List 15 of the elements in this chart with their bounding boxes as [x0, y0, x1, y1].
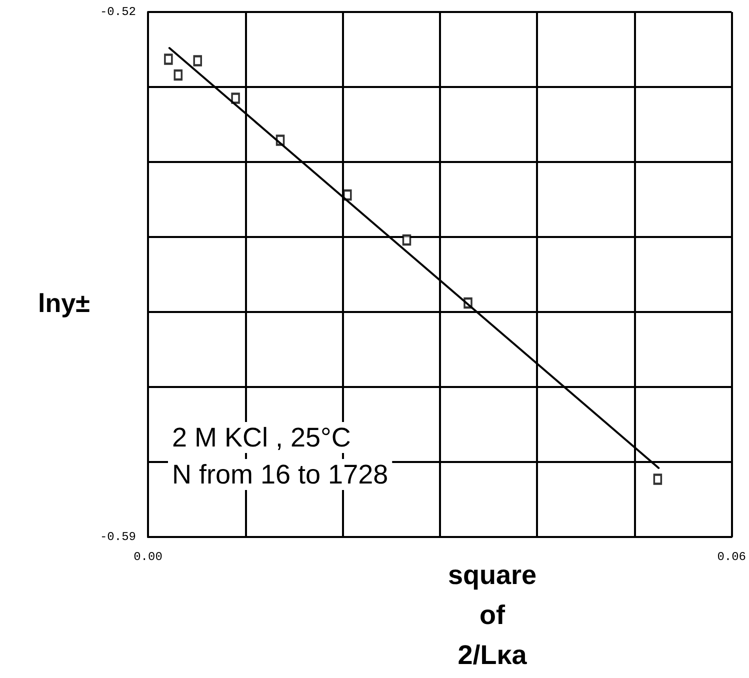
- point: [174, 70, 183, 80]
- point: [402, 234, 412, 246]
- point: [653, 474, 662, 485]
- point: [342, 190, 352, 200]
- point: [164, 54, 173, 65]
- point: [231, 92, 240, 104]
- annotation: N from 16 to 1728: [172, 460, 388, 490]
- y-axis-title: lny±: [38, 288, 90, 318]
- annotation: 2 M KCl , 25°C: [172, 422, 351, 452]
- x-axis-title: square of 2/Lκa: [448, 560, 537, 670]
- x-tick-label: 0.06: [717, 550, 746, 564]
- y-tick-label: -0.52: [100, 5, 136, 19]
- x-tick-label: 0.00: [134, 550, 162, 564]
- point: [193, 55, 202, 66]
- y-tick-label: -0.59: [100, 530, 136, 544]
